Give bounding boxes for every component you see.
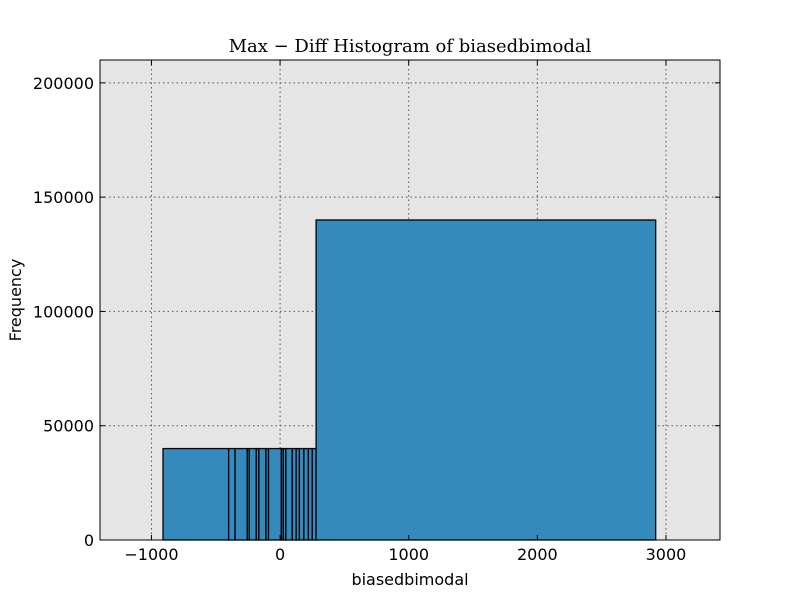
y-tick-label: 200000 xyxy=(33,74,94,93)
y-tick-label: 100000 xyxy=(33,302,94,321)
histogram-bar xyxy=(285,447,293,541)
histogram-bar xyxy=(315,219,657,541)
x-tick-label: 0 xyxy=(275,545,285,564)
histogram-bar xyxy=(303,447,310,541)
histogram-bar xyxy=(267,447,283,541)
histogram-bar xyxy=(248,447,257,541)
histogram-bar xyxy=(227,447,236,541)
x-tick-label: 1000 xyxy=(388,545,429,564)
y-tick-label: 0 xyxy=(84,531,94,550)
histogram-bar xyxy=(234,447,248,541)
y-axis-label: Frequency xyxy=(6,259,25,342)
histogram-bar xyxy=(162,447,230,541)
x-axis-label: biasedbimodal xyxy=(351,570,468,589)
chart-title: Max − Diff Histogram of biasedbimodal xyxy=(229,36,592,57)
plot-frame xyxy=(99,59,721,541)
y-tick-label: 50000 xyxy=(43,417,94,436)
x-tick-label: 3000 xyxy=(646,545,687,564)
x-tick-label: 2000 xyxy=(517,545,558,564)
x-tick-label: −1000 xyxy=(124,545,178,564)
histogram-bar xyxy=(298,447,305,541)
axis-ticks: −1000 0 1000 2000 3000 0 50000 100000 150000 2000… xyxy=(33,60,720,564)
histogram-bars xyxy=(162,219,657,541)
histogram-bar xyxy=(258,447,267,541)
y-tick-label: 150000 xyxy=(33,188,94,207)
